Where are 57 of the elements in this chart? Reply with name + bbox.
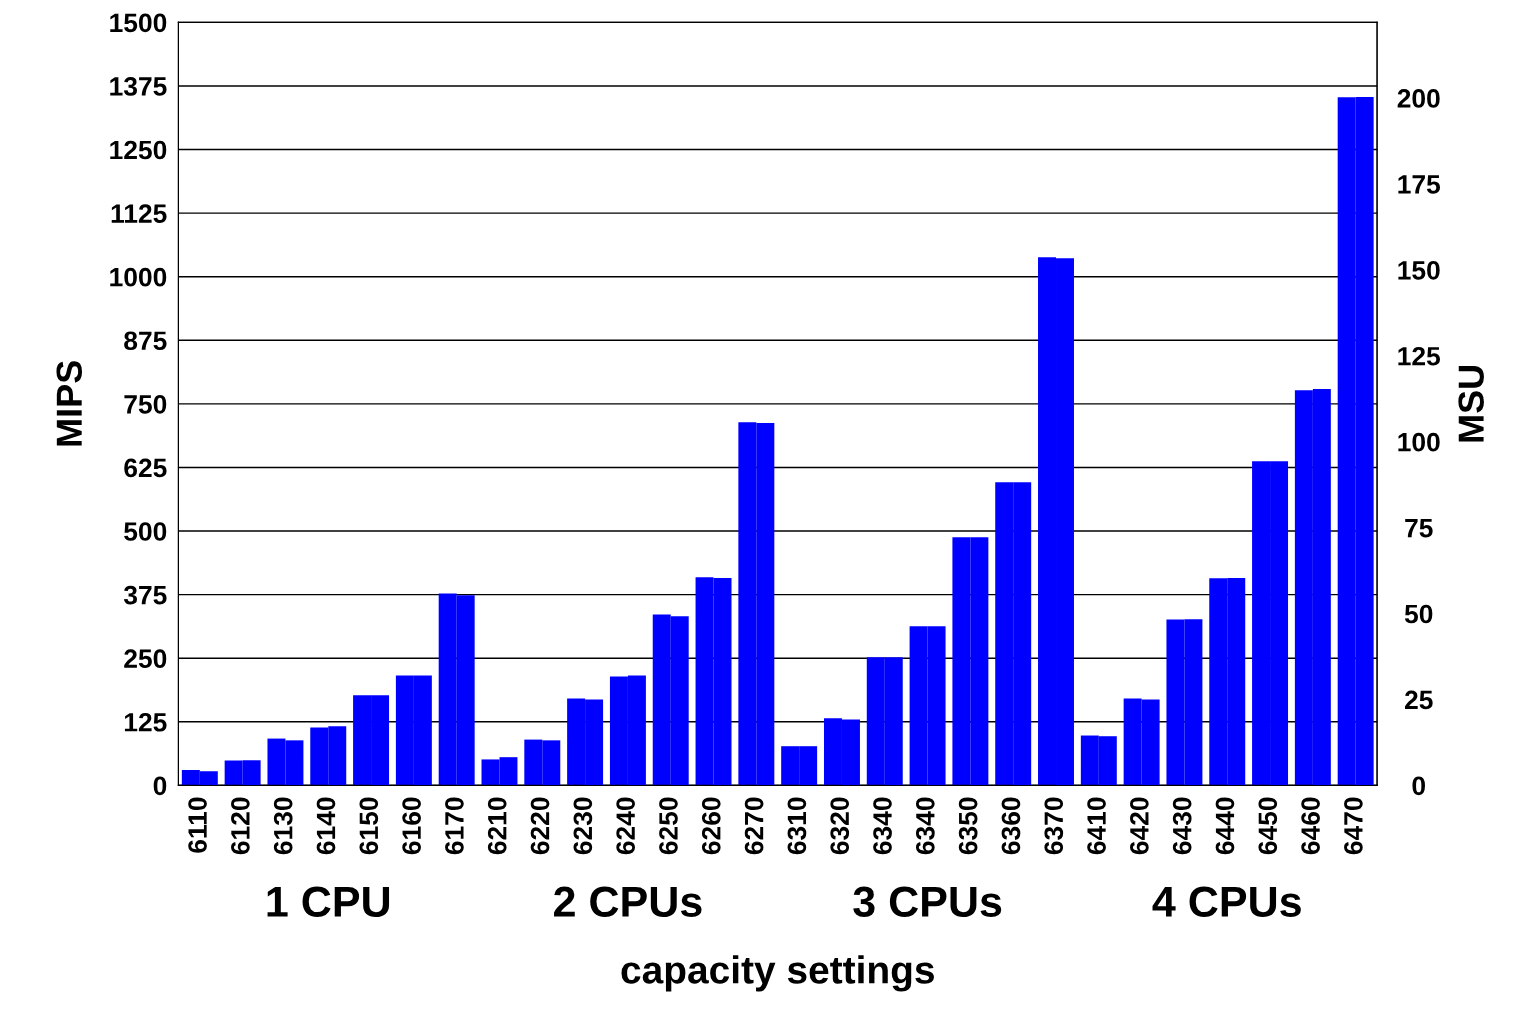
y2-tick-label: 100 (1398, 432, 1440, 452)
y-tick-label: 500 (124, 522, 167, 541)
y2-tick-label: 0 (1412, 776, 1425, 796)
y-axis-title: MIPS (56, 361, 83, 446)
y-tick-label: 375 (123, 585, 167, 605)
x-tick-label: 6130 (273, 797, 293, 855)
x-tick-label: 6170 (445, 797, 464, 855)
y-tick-label: 1000 (110, 267, 167, 287)
x-tick-label: 6420 (1130, 797, 1149, 855)
y2-tick-label: 25 (1404, 690, 1433, 710)
x-tick-label: 6410 (1087, 797, 1106, 855)
y-tick-label: 1125 (111, 204, 167, 223)
x-tick-label: 6110 (188, 797, 207, 853)
y2-tick-label: 200 (1397, 89, 1440, 108)
x-tick-label: 6370 (1044, 797, 1064, 855)
y-tick-label: 125 (124, 712, 167, 732)
x-tick-label: 6340 (873, 797, 892, 855)
y-tick-label: 1375 (110, 77, 167, 96)
x-tick-label: 6150 (359, 797, 379, 855)
x-tick-label: 6240 (616, 797, 635, 855)
y2-tick-label: 125 (1398, 346, 1441, 366)
y2-tick-label: 50 (1404, 604, 1433, 624)
y-tick-label: 0 (153, 776, 167, 796)
x-tick-label: 6140 (316, 797, 336, 855)
x-tick-label: 6460 (1301, 797, 1320, 855)
y2-tick-label: 150 (1398, 260, 1440, 280)
x-tick-label: 6320 (830, 797, 850, 855)
y-tick-label: 250 (124, 649, 167, 669)
x-tick-label: 6220 (530, 797, 550, 855)
y-tick-label: 875 (124, 331, 167, 351)
x-tick-label: 6310 (787, 797, 807, 855)
x-tick-label: 6120 (231, 797, 250, 855)
x-tick-label: 6210 (487, 797, 507, 855)
y-tick-label: 625 (124, 458, 167, 478)
y2-axis-title: MSU (1458, 365, 1484, 442)
x-tick-label: 6360 (1001, 797, 1021, 855)
y-tick-label: 750 (124, 394, 167, 414)
x-tick-label: 6230 (573, 797, 593, 855)
y2-tick-label: 175 (1398, 175, 1441, 194)
x-tick-label: 6160 (402, 797, 421, 855)
text: 3 CPUs (853, 886, 1002, 918)
x-tick-label: 6470 (1344, 797, 1363, 855)
x-axis-title: capacity settings (621, 955, 934, 992)
y-tick-label: 1250 (110, 140, 167, 160)
text: 2 CPUs (554, 886, 702, 917)
text: 1 CPU (267, 886, 390, 917)
x-tick-label: 6250 (659, 797, 678, 855)
y2-tick-label: 75 (1405, 519, 1433, 538)
x-tick-label: 6440 (1215, 797, 1235, 855)
x-tick-label: 6450 (1258, 797, 1278, 855)
x-tick-label: 6430 (1172, 797, 1192, 855)
y-tick-label: 1500 (110, 13, 167, 33)
x-tick-label: 6260 (701, 797, 721, 855)
x-tick-label: 6340 (915, 797, 935, 855)
x-tick-label: 6350 (958, 797, 978, 855)
text: 4 CPUs (1152, 886, 1301, 917)
x-tick-label: 6270 (744, 797, 764, 855)
